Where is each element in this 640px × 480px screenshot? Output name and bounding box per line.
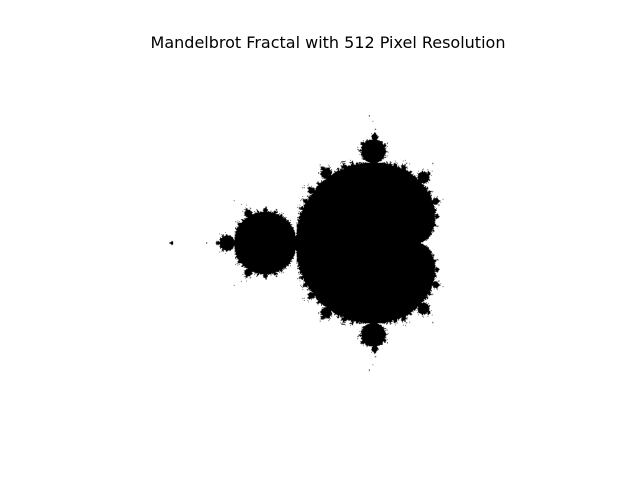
mandelbrot-set-image: [142, 58, 512, 428]
plot-title: Mandelbrot Fractal with 512 Pixel Resolu…: [150, 33, 506, 52]
